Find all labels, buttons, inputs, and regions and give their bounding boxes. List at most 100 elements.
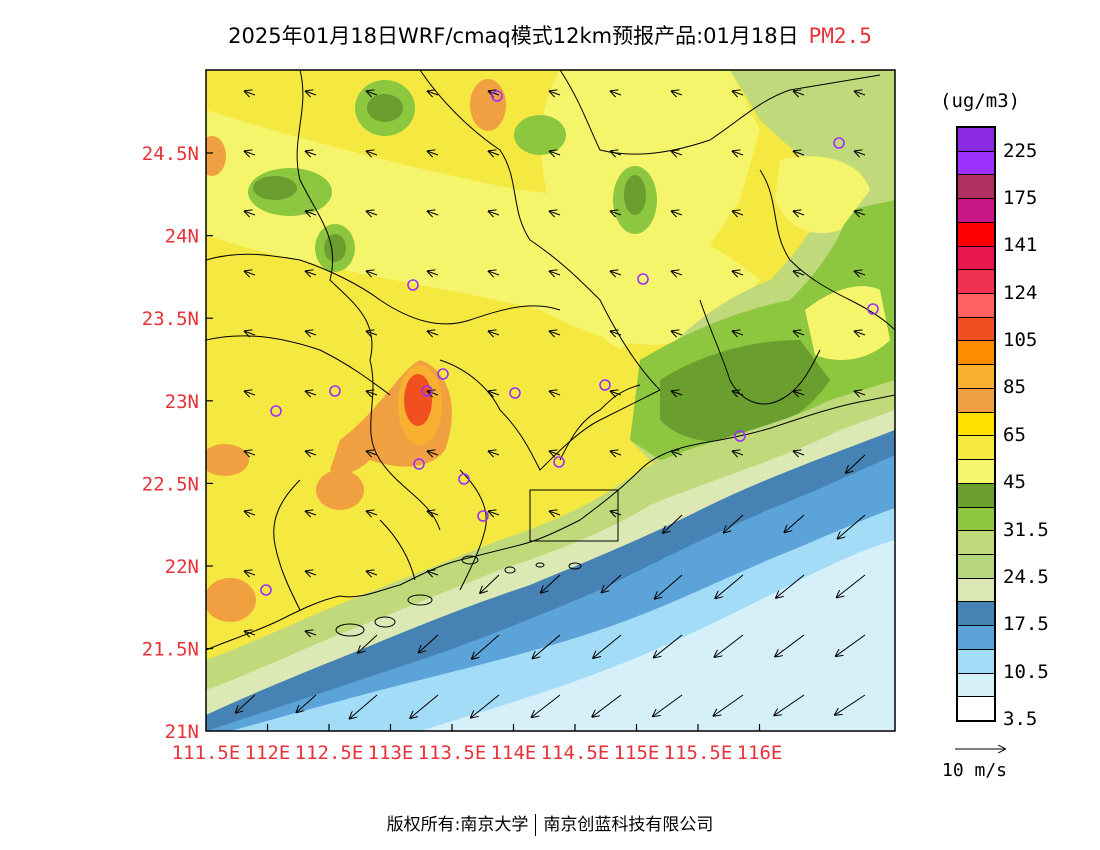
wind-arrow <box>428 271 439 275</box>
wind-arrow <box>794 271 805 275</box>
color-swatch <box>958 199 994 223</box>
station-marker <box>491 90 503 102</box>
concentration-field <box>206 70 895 731</box>
wind-arrow <box>489 451 500 455</box>
wind-arrow <box>653 694 683 716</box>
wind-arrow <box>367 211 378 215</box>
wind-arrow <box>611 331 622 335</box>
color-swatch <box>958 317 994 342</box>
wind-arrow <box>367 451 378 455</box>
wind-arrow <box>794 151 805 155</box>
wind-arrow <box>611 391 622 395</box>
legend-level-label: 175 <box>1003 187 1038 210</box>
station-marker <box>734 430 746 442</box>
wind-arrow <box>306 151 317 155</box>
wind-arrow <box>714 694 744 716</box>
wind-arrow <box>245 271 256 275</box>
wind-arrow <box>794 211 805 215</box>
wind-arrow <box>855 211 866 215</box>
x-tick-label: 116E <box>737 742 783 764</box>
color-swatch <box>958 460 994 484</box>
wind-arrow <box>593 634 622 658</box>
wind-arrow <box>550 271 561 275</box>
wind-arrow <box>428 331 439 335</box>
legend-level-label: 65 <box>1003 423 1026 446</box>
x-tick-label: 113.5E <box>418 742 487 764</box>
station-marker <box>407 279 419 291</box>
color-swatch <box>958 697 994 720</box>
legend-level-label: 10.5 <box>1003 660 1049 683</box>
wind-arrow <box>367 571 378 575</box>
wind-arrow <box>550 211 561 215</box>
wind-arrow <box>306 571 317 575</box>
station-marker <box>867 303 879 315</box>
wind-arrow <box>733 151 744 155</box>
wind-arrow <box>367 331 378 335</box>
map-title: 2025年01月18日WRF/cmaq模式12km预报产品:01月18日 PM2.… <box>0 20 1100 50</box>
wind-arrow <box>794 331 805 335</box>
wind-arrow <box>672 331 683 335</box>
wind-arrow <box>794 391 805 395</box>
wind-arrow <box>672 211 683 215</box>
station-marker <box>413 458 425 470</box>
wind-arrow <box>489 211 500 215</box>
copyright-owner: 版权所有:南京大学 <box>386 815 529 835</box>
station-marker <box>509 387 521 399</box>
wind-arrow <box>367 271 378 275</box>
station-marker <box>260 584 272 596</box>
y-tick-label: 23.5N <box>142 308 199 330</box>
wind-arrow <box>541 574 561 593</box>
wind-arrow <box>846 454 866 473</box>
wind-arrow <box>471 694 500 718</box>
wind-arrow <box>655 574 683 599</box>
wind-arrow <box>367 151 378 155</box>
x-tick-label: 112E <box>245 742 291 764</box>
color-swatch <box>958 151 994 176</box>
color-swatch <box>958 128 994 152</box>
wind-arrow <box>672 151 683 155</box>
wind-arrow <box>428 211 439 215</box>
station-marker <box>329 385 341 397</box>
wind-arrow <box>855 151 866 155</box>
y-axis-labels: 24.5N 24N 23.5N 23N 22.5N 22N 21.5N 21N <box>142 143 199 743</box>
wind-arrow <box>714 634 744 657</box>
color-swatch <box>958 483 994 508</box>
x-tick-label: 111.5E <box>172 742 241 764</box>
wind-arrow <box>489 151 500 155</box>
color-swatch <box>958 649 994 674</box>
wind-arrow <box>550 391 561 395</box>
station-markers <box>260 90 879 596</box>
wind-arrow <box>306 451 317 455</box>
wind-arrow <box>245 331 256 335</box>
wind-arrow <box>489 511 500 515</box>
wind-arrow <box>306 91 317 95</box>
wind-arrow <box>245 151 256 155</box>
legend-level-label: 141 <box>1003 234 1038 257</box>
color-swatch <box>958 673 994 698</box>
wind-arrow <box>611 511 622 515</box>
color-swatch <box>958 436 994 461</box>
x-tick-label: 114.5E <box>541 742 610 764</box>
wind-arrow <box>794 91 805 95</box>
wind-arrow <box>245 451 256 455</box>
wind-arrow <box>838 514 866 538</box>
color-swatch <box>958 531 994 555</box>
wind-arrow <box>245 511 256 515</box>
wind-arrow <box>306 331 317 335</box>
wind-arrow <box>306 271 317 275</box>
color-bar <box>956 126 996 722</box>
wind-arrow <box>245 391 256 395</box>
legend-level-label: 225 <box>1003 139 1038 162</box>
wind-arrow <box>245 91 256 95</box>
islands <box>335 555 582 637</box>
copyright-footer: 版权所有:南京大学 南京创蓝科技有限公司 <box>0 810 1100 836</box>
wind-arrow <box>602 574 622 592</box>
color-swatch <box>958 388 994 413</box>
wind-arrow <box>611 211 622 215</box>
x-tick-label: 112.5E <box>295 742 364 764</box>
wind-arrow <box>672 271 683 275</box>
wind-arrow <box>245 571 256 575</box>
wind-arrow <box>654 634 683 657</box>
y-tick-label: 22N <box>165 556 199 578</box>
wind-arrow <box>785 514 805 532</box>
